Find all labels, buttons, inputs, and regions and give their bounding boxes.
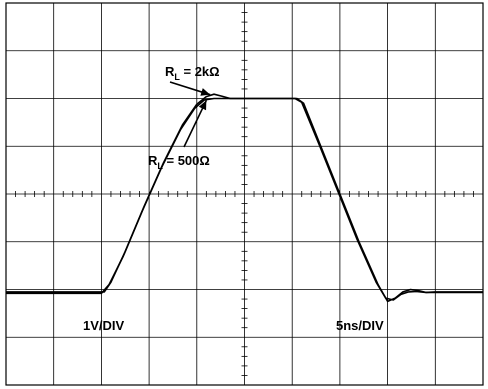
waveform-trace-500 [6, 97, 483, 301]
graticule [5, 2, 484, 386]
arrow-head-ann-2k [200, 88, 211, 96]
arrow-head-ann-500 [198, 100, 207, 111]
annotation-label-500: RL = 500Ω [148, 153, 210, 171]
annotation-arrows [169, 81, 211, 148]
waveform-traces [6, 93, 483, 303]
annotation-label-2k: RL = 2kΩ [165, 64, 220, 82]
vertical-scale-label: 1V/DIV [83, 318, 125, 333]
horizontal-scale-label: 5ns/DIV [336, 318, 384, 333]
